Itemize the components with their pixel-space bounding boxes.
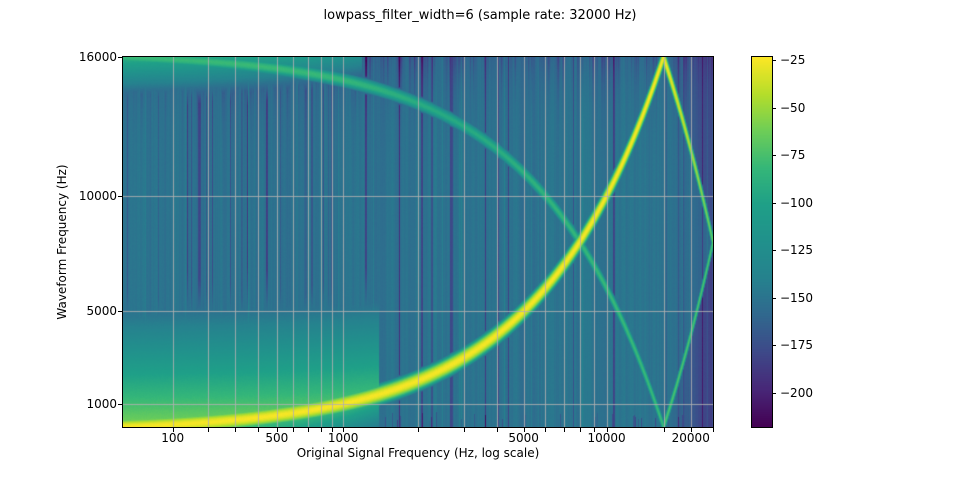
x-tick-mark [524, 428, 525, 432]
y-tick-label: 5000 [86, 304, 117, 319]
x-tick-mark [321, 428, 322, 432]
colorbar-tick-label: −75 [780, 148, 806, 163]
x-tick-mark [258, 428, 259, 432]
colorbar-gradient [752, 57, 772, 427]
x-axis-label: Original Signal Frequency (Hz, log scale… [296, 446, 540, 460]
colorbar-tick-mark [772, 250, 776, 251]
colorbar-tick-label: −50 [780, 100, 806, 115]
y-tick-label: 16000 [78, 50, 117, 64]
x-tick-mark [308, 428, 309, 432]
colorbar-tick-mark [772, 345, 776, 346]
x-tick-mark [332, 428, 333, 432]
x-tick-mark [713, 428, 714, 432]
x-tick-mark [691, 428, 692, 432]
colorbar-tick-mark [772, 108, 776, 109]
spectrogram-heatmap [123, 57, 713, 427]
colorbar-tick-mark [772, 298, 776, 299]
colorbar-tick-mark [772, 393, 776, 394]
y-tick-mark [118, 404, 122, 405]
y-axis-label: Waveform Frequency (Hz) [55, 164, 69, 320]
colorbar-tick-label: −175 [780, 338, 813, 353]
x-tick-mark [464, 428, 465, 432]
x-tick-mark [607, 428, 608, 432]
x-tick-mark [580, 428, 581, 432]
x-tick-mark [293, 428, 294, 432]
colorbar-tick-mark [772, 203, 776, 204]
x-tick-mark [343, 428, 344, 432]
colorbar-tick-label: −125 [780, 243, 813, 258]
colorbar-tick-label: −25 [780, 53, 806, 68]
x-tick-label: 10000 [587, 431, 626, 445]
x-tick-label: 20000 [671, 431, 710, 445]
colorbar-tick-label: −100 [780, 195, 813, 210]
colorbar-tick-mark [772, 60, 776, 61]
x-tick-label: 100 [161, 431, 185, 445]
x-tick-mark [664, 428, 665, 432]
x-tick-mark [545, 428, 546, 432]
colorbar-tick-mark [772, 155, 776, 156]
x-tick-mark [594, 428, 595, 432]
x-tick-mark [235, 428, 236, 432]
x-tick-mark [208, 428, 209, 432]
y-tick-mark [118, 311, 122, 312]
colorbar-tick-label: −200 [780, 385, 813, 400]
y-tick-mark [118, 57, 122, 58]
y-tick-mark [118, 196, 122, 197]
x-tick-mark [497, 428, 498, 432]
y-tick-label: 10000 [78, 188, 117, 203]
x-tick-label: 1000 [327, 431, 359, 445]
x-tick-mark [277, 428, 278, 432]
x-tick-mark [564, 428, 565, 432]
x-tick-mark [418, 428, 419, 432]
x-tick-label: 5000 [508, 431, 539, 445]
x-tick-mark [173, 428, 174, 432]
colorbar-tick-label: −150 [780, 290, 813, 305]
x-tick-label: 500 [265, 431, 289, 445]
page-title: lowpass_filter_width=6 (sample rate: 320… [323, 8, 637, 23]
y-tick-label: 1000 [86, 396, 117, 411]
